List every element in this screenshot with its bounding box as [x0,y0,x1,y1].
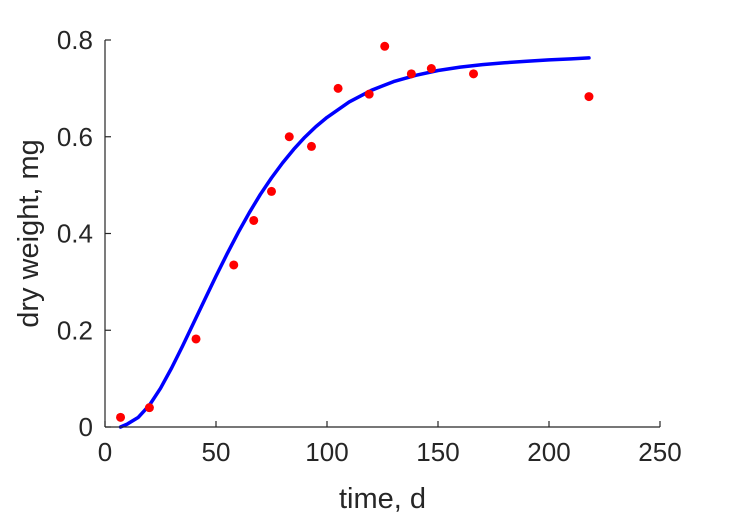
data-point [406,69,416,79]
x-axis-title: time, d [339,483,426,515]
data-point [306,141,316,151]
y-tick-label: 0 [79,412,93,442]
data-point [267,186,276,196]
data-point [469,69,479,79]
data-point [229,260,239,270]
data-point [380,41,390,51]
y-axis-title: dry weight, mg [13,139,45,328]
data-point [249,215,259,225]
x-tick-label: 150 [416,437,459,467]
y-tick-label: 0.2 [57,315,93,345]
data-point [284,132,294,142]
x-tick-label: 200 [527,437,570,467]
fit-curve-line [118,56,591,429]
y-tick-label: 0.4 [57,219,93,249]
series-layer [116,41,594,429]
x-tick-label: 100 [305,437,348,467]
data-point [116,412,126,422]
x-tick-label: 0 [98,437,112,467]
y-tick-label: 0.8 [57,25,93,55]
data-point [333,83,343,93]
data-point [584,92,594,102]
data-point [426,64,436,74]
y-tick-label: 0.6 [57,122,93,152]
axes [104,40,660,428]
data-point [364,89,374,99]
data-point [144,403,154,413]
data-point [191,334,201,344]
x-tick-label: 250 [638,437,681,467]
ticks: 0 50 100 150 200 250 0 0.2 0.4 0.6 0.8 [57,25,682,467]
x-tick-label: 50 [202,437,231,467]
